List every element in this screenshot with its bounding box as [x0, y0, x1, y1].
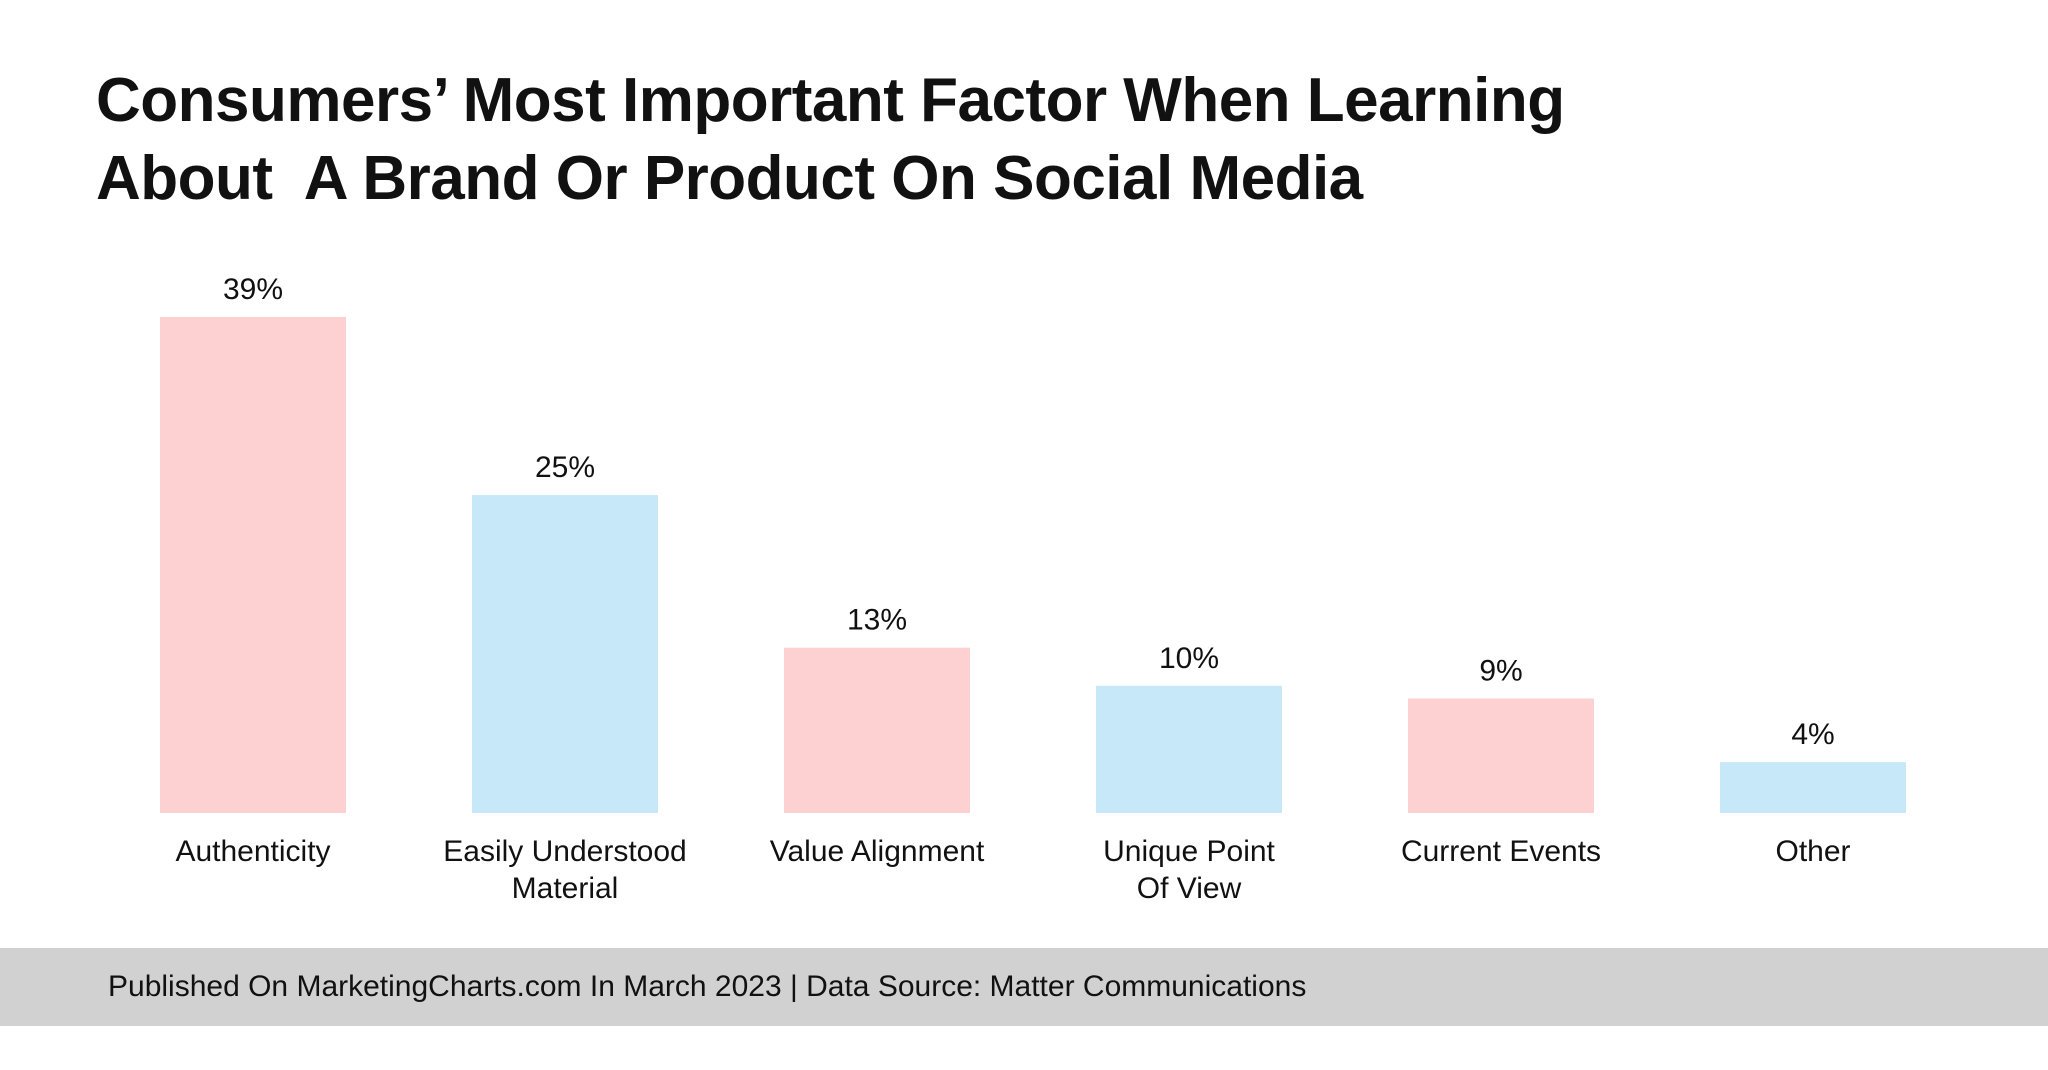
value-label-5: 9% [1479, 655, 1522, 688]
bar-4 [1096, 685, 1282, 813]
category-label-6: Other [1775, 835, 1850, 868]
value-label-6: 4% [1791, 718, 1834, 751]
value-label-4: 10% [1159, 642, 1219, 675]
bar-2 [472, 495, 658, 813]
bar-chart: 39% Authenticity 25% Easily Understood Mater… [160, 273, 1906, 905]
category-label-5: Current Events [1401, 835, 1601, 868]
category-label-2-line-1: Easily Understood [443, 835, 686, 868]
category-label-4-line-1: Unique Point [1103, 835, 1275, 868]
value-label-3: 13% [847, 604, 907, 637]
category-label-1: Authenticity [175, 835, 330, 868]
category-label-3: Value Alignment [770, 835, 985, 868]
value-label-2: 25% [535, 451, 595, 484]
bar-1 [160, 317, 346, 813]
chart-title: Consumers’ Most Important Factor When Le… [96, 62, 1796, 218]
bar-6 [1720, 762, 1906, 813]
bar-5 [1408, 698, 1594, 813]
chart-title-line-2: About A Brand Or Product On Social Media [96, 144, 1363, 213]
footer-band: Published On MarketingCharts.com In Marc… [0, 948, 2048, 1026]
category-label-4-line-2: Of View [1137, 872, 1242, 905]
category-label-2-line-2: Material [512, 872, 619, 905]
footer-source-text: Published On MarketingCharts.com In Marc… [108, 970, 1307, 1003]
chart-title-line-1: Consumers’ Most Important Factor When Le… [96, 66, 1565, 135]
bar-3 [784, 647, 970, 813]
value-label-1: 39% [223, 273, 283, 306]
